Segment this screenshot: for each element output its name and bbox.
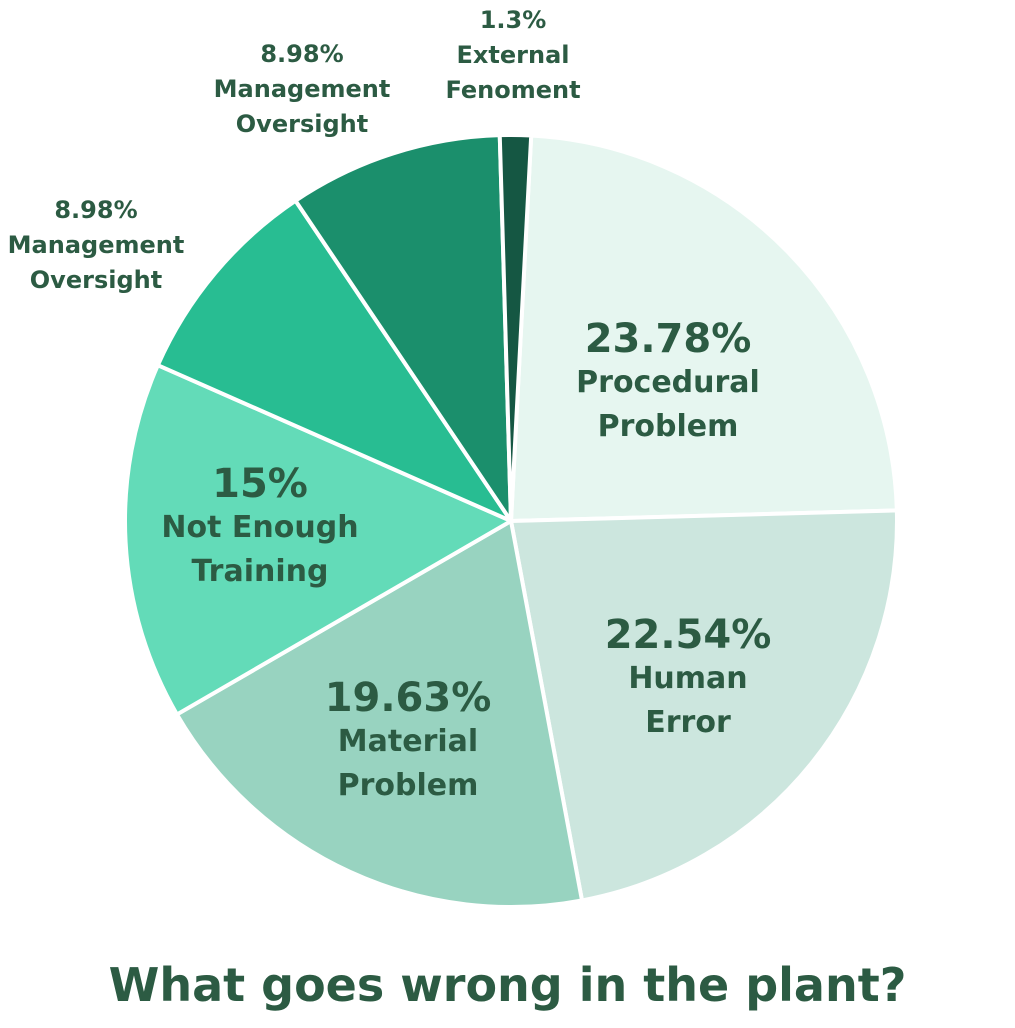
- pie-slice-2: [509, 508, 899, 903]
- slice-category-label: Procedural: [576, 365, 760, 400]
- slice-percent-label: 15%: [212, 461, 308, 507]
- slice-category-label: Material: [338, 724, 478, 759]
- slice-label-1: 23.78%Procedural Problem: [576, 316, 760, 444]
- slice-category-label: Problem: [598, 409, 739, 444]
- slice-percent-label: 23.78%: [585, 316, 752, 362]
- slice-category-label: Error: [645, 705, 731, 740]
- slice-label-3: 19.63%Material Problem: [325, 675, 492, 803]
- slice-category-label: Human: [628, 661, 747, 696]
- chart-title: What goes wrong in the plant?: [108, 958, 907, 1012]
- slice-label-7: 1.3% External Fenoment: [445, 6, 580, 104]
- slice-label-5: 8.98% Management Oversight: [8, 196, 185, 294]
- slice-percent-label: 22.54%: [605, 612, 772, 658]
- pie-slice-7: [497, 133, 534, 523]
- slice-category-label: Oversight: [30, 266, 162, 294]
- slice-label-6: 8.98% Management Oversight: [214, 40, 391, 138]
- slice-category-label: Management: [8, 231, 185, 259]
- slice-label-2: 22.54%Human Error: [605, 612, 772, 740]
- slice-label-4: 15%Not Enough Training: [161, 461, 358, 589]
- slice-percent-label: 8.98%: [260, 40, 343, 68]
- slice-percent-label: 19.63%: [325, 675, 492, 721]
- slice-category-label: Management: [214, 75, 391, 103]
- slice-category-label: Fenoment: [445, 76, 580, 104]
- slice-category-label: Not Enough: [161, 510, 358, 545]
- slice-percent-label: 8.98%: [54, 196, 137, 224]
- pie-slice-1: [509, 133, 899, 523]
- pie-slice-5: [155, 198, 513, 523]
- slice-category-label: External: [457, 41, 570, 69]
- slice-category-label: Training: [192, 554, 329, 589]
- slice-category-label: Problem: [338, 768, 479, 803]
- pie-slice-6: [293, 133, 513, 523]
- slice-percent-label: 1.3%: [480, 6, 547, 34]
- pie-slice-4: [123, 363, 513, 717]
- pie-slice-3: [174, 519, 584, 909]
- slice-category-label: Oversight: [236, 110, 368, 138]
